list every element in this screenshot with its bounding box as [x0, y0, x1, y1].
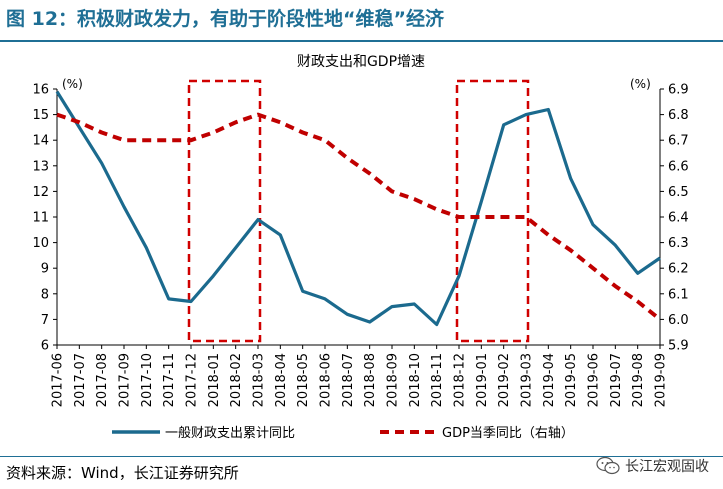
highlight-box	[455, 79, 530, 343]
x-tick-label: 2018-06	[319, 353, 334, 407]
right-tick-label: 6.8	[668, 108, 689, 123]
wechat-icon	[596, 456, 620, 475]
x-tick-label: 2017-11	[162, 353, 177, 407]
x-tick-label: 2019-07	[609, 353, 624, 407]
left-tick-label: 11	[32, 211, 49, 226]
left-axis-unit: (%)	[62, 77, 83, 91]
left-tick-label: 8	[41, 287, 49, 302]
right-tick-label: 6.7	[668, 134, 689, 149]
left-tick-label: 16	[32, 83, 49, 98]
x-tick-label: 2018-10	[408, 353, 423, 407]
series-line-gdp	[56, 112, 662, 321]
left-tick-label: 12	[32, 185, 49, 200]
x-tick-label: 2017-06	[51, 353, 66, 407]
watermark-text: 长江宏观固收	[625, 459, 709, 475]
left-tick-label: 13	[32, 159, 49, 174]
right-tick-label: 6.2	[668, 262, 689, 277]
chart: 财政支出和GDP增速 (%) (%) 6 7 8 9 10 11 12 13 14 15 16 5.9 6.0…	[32, 54, 689, 441]
x-tick-label: 2019-03	[520, 353, 535, 407]
x-tick-label: 2018-01	[207, 353, 222, 407]
right-tick-label: 6.9	[668, 83, 689, 98]
right-tick-label: 6.1	[668, 287, 689, 302]
x-tick-label: 2017-09	[118, 353, 133, 407]
x-tick-label: 2018-08	[363, 353, 378, 407]
x-tick-label: 2019-08	[631, 353, 646, 407]
x-tick-label: 2017-10	[140, 353, 155, 407]
x-tick-label: 2019-09	[654, 353, 669, 407]
left-tick-label: 14	[32, 134, 49, 149]
left-tick-label: 15	[32, 108, 49, 123]
x-tick-label: 2018-04	[274, 353, 289, 407]
legend-label-fiscal: 一般财政支出累计同比	[165, 425, 295, 441]
right-tick-label: 5.9	[668, 339, 689, 354]
x-tick-label: 2017-12	[185, 353, 200, 407]
highlight-box	[187, 79, 262, 343]
x-tick-label: 2018-07	[341, 353, 356, 407]
source-note: 资料来源：Wind，长江证券研究所	[6, 464, 239, 482]
x-tick-label: 2017-07	[73, 353, 88, 407]
series-line-fiscal	[55, 90, 661, 327]
x-tick-label: 2017-08	[95, 353, 110, 407]
left-tick-label: 7	[41, 313, 49, 328]
x-tick-label: 2019-06	[587, 353, 602, 407]
right-tick-label: 6.3	[668, 236, 689, 251]
x-tick-label: 2018-09	[386, 353, 401, 407]
right-axis-unit: (%)	[630, 77, 651, 91]
left-tick-label: 6	[41, 339, 49, 354]
figure-title: 图 12：积极财政发力，有助于阶段性地“维稳”经济	[6, 8, 445, 30]
x-tick-label: 2018-12	[453, 353, 468, 407]
chart-title: 财政支出和GDP增速	[297, 54, 425, 70]
title-underline	[0, 40, 723, 42]
x-tick-label: 2019-05	[564, 353, 579, 407]
x-tick-label: 2018-02	[229, 353, 244, 407]
right-tick-label: 6.5	[668, 185, 689, 200]
right-tick-label: 6.0	[668, 313, 689, 328]
x-tick-label: 2019-02	[497, 353, 512, 407]
x-tick-label: 2018-05	[296, 353, 311, 407]
x-tick-label: 2019-04	[542, 353, 557, 407]
x-tick-label: 2019-01	[475, 353, 490, 407]
right-tick-label: 6.4	[668, 211, 689, 226]
right-tick-label: 6.6	[668, 159, 689, 174]
legend-label-gdp: GDP当季同比（右轴）	[442, 426, 574, 441]
x-tick-label: 2018-03	[252, 353, 267, 407]
footer-rule	[0, 456, 723, 457]
x-tick-label: 2018-11	[430, 353, 445, 407]
left-tick-label: 10	[32, 236, 49, 251]
watermark: 长江宏观固收	[595, 456, 709, 476]
left-tick-label: 9	[41, 262, 49, 277]
